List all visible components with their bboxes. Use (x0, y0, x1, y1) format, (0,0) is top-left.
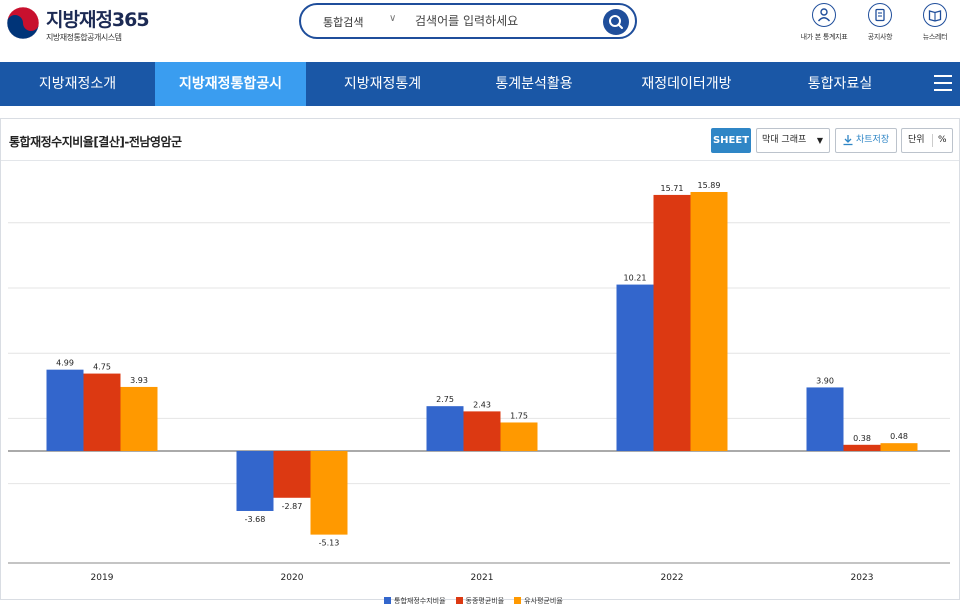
bar-2019-1 (83, 373, 121, 451)
x-tick-label: 2020 (281, 573, 304, 583)
download-icon (843, 135, 853, 146)
util-label: 뉴스레터 (922, 33, 948, 41)
bar-2023-1 (843, 444, 881, 451)
util-label: 공지사항 (867, 33, 893, 41)
bar-2020-2 (310, 451, 348, 535)
data-label: 0.38 (853, 434, 871, 443)
chart-legend: 통합재정수지비율 동종평균비율 유사평균비율 (384, 588, 573, 605)
panel-title: 통합재정수지비율[결산]-전남영암군 (9, 135, 182, 149)
util-notice[interactable]: 공지사항 (850, 3, 910, 45)
chevron-down-icon[interactable]: ∨ (389, 13, 397, 24)
data-label: -2.87 (282, 502, 303, 511)
hamburger-menu-icon[interactable] (934, 75, 952, 91)
taegeuk-emblem-icon (6, 6, 40, 40)
nav-item-statistics[interactable]: 지방재정통계 (343, 76, 422, 92)
nav-item-analysis[interactable]: 통계분석활용 (495, 76, 573, 92)
sheet-button[interactable]: SHEET (711, 128, 751, 153)
person-icon (812, 3, 836, 27)
legend-swatch (384, 597, 391, 604)
data-label: 15.89 (698, 181, 721, 190)
data-label: -3.68 (245, 515, 266, 524)
x-tick-label: 2023 (851, 573, 874, 583)
legend-label: 통합재정수지비율 (394, 597, 446, 605)
legend-label: 동종평균비율 (465, 597, 505, 605)
util-recent-stats[interactable]: 내가 본 통계지표 (794, 3, 854, 45)
data-label: 3.90 (816, 376, 834, 385)
save-chart-label: 차트저장 (856, 135, 890, 145)
data-label: 2.43 (473, 400, 491, 409)
site-header: 지방재정365 지방재정통합공개시스템 통합검색 ∨ 내가 본 통계지표 (0, 0, 960, 62)
data-label: 2.75 (436, 395, 454, 404)
nav-item-integrated-disclosure[interactable]: 지방재정통합공시 (155, 62, 306, 106)
nav-item-intro[interactable]: 지방재정소개 (38, 76, 117, 92)
search-button[interactable] (603, 9, 629, 35)
bar-2022-2 (690, 191, 728, 452)
legend-item[interactable]: 유사평균비율 (514, 596, 563, 606)
logo-title: 지방재정365 (46, 9, 150, 31)
legend-swatch (514, 597, 522, 604)
legend-item[interactable]: 통합재정수지비율 (384, 596, 446, 606)
bar-2020-0 (236, 451, 274, 511)
data-label: 4.75 (93, 363, 111, 372)
bar-2021-0 (426, 406, 464, 451)
unit-value: % (938, 135, 947, 145)
site-logo[interactable]: 지방재정365 지방재정통합공개시스템 (6, 4, 156, 48)
search-input[interactable] (415, 11, 595, 31)
newsletter-icon (923, 3, 947, 27)
data-label: 0.48 (890, 432, 908, 441)
bar-2020-1 (273, 451, 311, 498)
bar-2019-2 (120, 386, 158, 451)
x-tick-label: 2021 (471, 573, 494, 583)
main-nav: 지방재정소개 지방재정통합공시 지방재정통계 통계분석활용 재정데이터개방 통합… (0, 62, 960, 106)
legend-label: 유사평균비율 (524, 597, 563, 605)
panel-header: 통합재정수지비율[결산]-전남영암군 SHEET 막대 그래프 ▼ 차트저장 단… (1, 119, 959, 161)
logo-subtitle: 지방재정통합공개시스템 (46, 33, 122, 42)
bar-2022-0 (616, 284, 654, 451)
data-label: 10.21 (624, 274, 647, 283)
bar-2023-2 (880, 443, 918, 451)
search-bar: 통합검색 ∨ (299, 3, 637, 39)
data-label: 15.71 (661, 184, 684, 193)
save-chart-button[interactable]: 차트저장 (835, 128, 897, 153)
caret-down-icon: ▼ (816, 136, 823, 145)
x-tick-label: 2022 (661, 573, 684, 583)
data-label: 3.93 (130, 376, 148, 385)
bar-2022-1 (653, 194, 691, 451)
search-icon (609, 15, 623, 29)
nav-item-open-data[interactable]: 재정데이터개방 (641, 76, 732, 92)
chart-type-label: 막대 그래프 (762, 135, 807, 145)
bar-2021-1 (463, 411, 501, 451)
chart-type-select[interactable]: 막대 그래프 ▼ (756, 128, 830, 153)
unit-indicator: 단위 % (901, 128, 953, 153)
search-category-select[interactable]: 통합검색 (323, 16, 364, 29)
bar-2021-2 (500, 422, 538, 451)
legend-swatch (455, 597, 463, 604)
unit-label: 단위 (908, 135, 925, 145)
data-label: 1.75 (510, 411, 528, 420)
util-label: 내가 본 통계지표 (800, 33, 848, 41)
bar-2023-0 (806, 387, 844, 451)
unit-divider (932, 134, 933, 147)
nav-item-archive[interactable]: 통합자료실 (807, 76, 873, 92)
bar-2019-0 (46, 369, 84, 451)
x-tick-label: 2019 (91, 573, 114, 583)
bar-chart: 4.99 4.75 3.93 2019 -3.68 -2.87 -5.13 2020 2.75 2… (8, 181, 950, 583)
util-newsletter[interactable]: 뉴스레터 (905, 3, 960, 45)
legend-item[interactable]: 동종평균비율 (455, 596, 505, 606)
data-label: 4.99 (56, 359, 74, 368)
chart-panel: 통합재정수지비율[결산]-전남영암군 SHEET 막대 그래프 ▼ 차트저장 단… (0, 118, 960, 600)
data-label: -5.13 (319, 539, 340, 548)
notice-icon (868, 3, 892, 27)
